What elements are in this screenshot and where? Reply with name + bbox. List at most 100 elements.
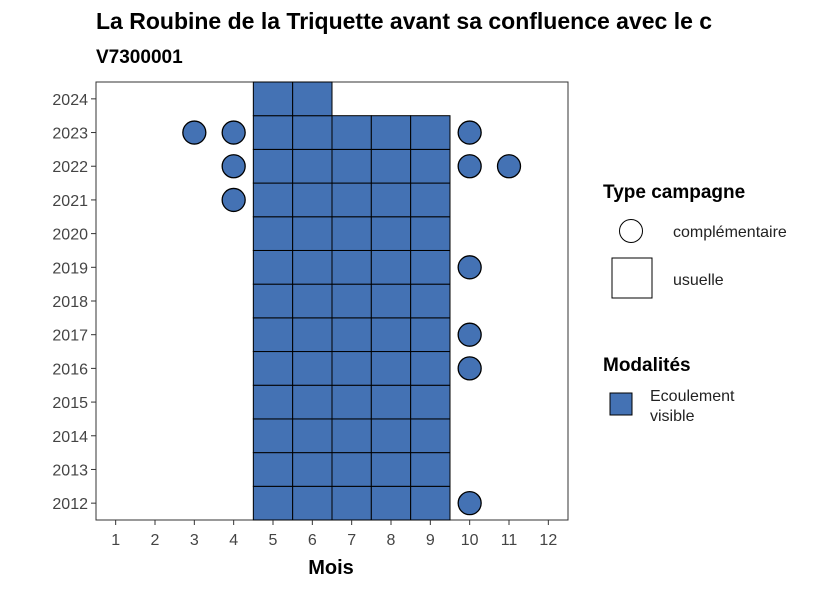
usuelle-square-2018-7 bbox=[331, 283, 372, 319]
usuelle-square-2016-7 bbox=[331, 351, 372, 386]
y-tick-label: 2024 bbox=[52, 92, 88, 109]
usuelle-square-2017-7 bbox=[331, 317, 372, 353]
y-tick-label: 2020 bbox=[52, 227, 88, 244]
chart-subtitle: V7300001 bbox=[96, 47, 183, 68]
legend-label-ecoulement: Ecoulement bbox=[650, 388, 735, 405]
x-tick-label: 12 bbox=[539, 532, 557, 549]
usuelle-square-2012-6 bbox=[292, 485, 333, 521]
usuelle-square-2019-7 bbox=[331, 249, 372, 285]
y-axis: 2012 2013 2014 2015 2016 2017 2018 2019 2020 2021… bbox=[52, 92, 96, 513]
legend-label-usuelle: usuelle bbox=[673, 272, 724, 289]
usuelle-square-2016-9 bbox=[410, 351, 451, 386]
x-tick-label: 8 bbox=[387, 532, 396, 549]
usuelle-square-2022-9 bbox=[410, 148, 451, 184]
usuelle-square-2020-8 bbox=[370, 216, 412, 251]
usuelle-square-2018-5 bbox=[252, 283, 294, 319]
x-tick-label: 6 bbox=[308, 532, 317, 549]
usuelle-square-2016-6 bbox=[292, 351, 333, 386]
usuelle-square-2012-9 bbox=[410, 485, 451, 521]
complementaire-point-2022-10 bbox=[457, 154, 482, 179]
usuelle-square-2016-5 bbox=[252, 351, 294, 386]
x-tick-label: 9 bbox=[426, 532, 435, 549]
usuelle-square-2023-7 bbox=[331, 115, 372, 150]
y-tick-label: 2021 bbox=[52, 193, 88, 210]
legend-square-swatch bbox=[611, 257, 653, 299]
usuelle-square-2013-5 bbox=[252, 452, 294, 487]
x-axis: 1 2 3 4 5 6 7 8 9 10 11 12 bbox=[111, 520, 557, 549]
y-tick-label: 2012 bbox=[52, 496, 88, 513]
complementaire-point-2022-11 bbox=[496, 154, 522, 179]
usuelle-square-2015-5 bbox=[252, 384, 294, 420]
usuelle-square-2016-8 bbox=[370, 351, 412, 386]
usuelle-square-2021-5 bbox=[252, 182, 294, 218]
y-tick-label: 2018 bbox=[52, 294, 88, 311]
usuelle-square-2024-5 bbox=[252, 81, 294, 117]
usuelle-square-2021-9 bbox=[410, 182, 451, 218]
y-tick-label: 2022 bbox=[52, 159, 88, 176]
usuelle-square-2019-6 bbox=[292, 249, 333, 285]
legend-type-title: Type campagne bbox=[603, 182, 745, 203]
usuelle-square-2012-8 bbox=[370, 485, 412, 521]
usuelle-square-2022-7 bbox=[331, 148, 372, 184]
legend-fill-swatch bbox=[609, 392, 633, 416]
usuelle-square-2018-8 bbox=[370, 283, 412, 319]
usuelle-square-2021-7 bbox=[331, 182, 372, 218]
x-tick-label: 7 bbox=[347, 532, 356, 549]
y-tick-label: 2014 bbox=[52, 429, 88, 446]
y-tick-label: 2019 bbox=[52, 260, 88, 277]
y-tick-label: 2017 bbox=[52, 328, 88, 345]
x-tick-label: 11 bbox=[501, 532, 518, 549]
x-axis-title: Mois bbox=[308, 557, 354, 579]
complementaire-point-2022-4 bbox=[221, 154, 246, 179]
usuelle-square-2013-7 bbox=[331, 452, 372, 487]
complementaire-point-2023-4 bbox=[221, 120, 246, 145]
usuelle-square-2020-7 bbox=[331, 216, 372, 251]
complementaire-point-2023-3 bbox=[182, 120, 207, 145]
complementaire-point-2016-10 bbox=[457, 356, 482, 381]
usuelle-square-2014-7 bbox=[331, 418, 372, 454]
usuelle-square-2014-8 bbox=[370, 418, 412, 454]
usuelle-square-2014-5 bbox=[252, 418, 294, 454]
usuelle-square-2013-8 bbox=[370, 452, 412, 487]
usuelle-square-2020-5 bbox=[252, 216, 294, 251]
legend-label-complementaire: complémentaire bbox=[673, 224, 787, 241]
usuelle-square-2013-9 bbox=[410, 452, 451, 487]
complementaire-point-2012-10 bbox=[457, 491, 482, 516]
usuelle-square-2024-6 bbox=[292, 81, 333, 117]
usuelle-square-2017-9 bbox=[410, 317, 451, 353]
usuelle-square-2023-5 bbox=[252, 115, 294, 150]
usuelle-square-2015-8 bbox=[370, 384, 412, 420]
usuelle-square-2021-8 bbox=[370, 182, 412, 218]
usuelle-square-2012-7 bbox=[331, 485, 372, 521]
usuelle-square-2022-6 bbox=[292, 148, 333, 184]
usuelle-square-2013-6 bbox=[292, 452, 333, 487]
usuelle-square-2014-9 bbox=[410, 418, 451, 454]
x-tick-label: 3 bbox=[190, 532, 199, 549]
usuelle-square-2017-8 bbox=[370, 317, 412, 353]
legend-label-visible: visible bbox=[650, 408, 695, 425]
complementaire-point-2021-4 bbox=[221, 187, 246, 213]
usuelle-square-2017-6 bbox=[292, 317, 333, 353]
complementaire-point-2019-10 bbox=[457, 255, 482, 280]
usuelle-square-2020-6 bbox=[292, 216, 333, 251]
complementaire-point-2023-10 bbox=[457, 120, 482, 145]
x-tick-label: 10 bbox=[461, 532, 479, 549]
legend-modalites-title: Modalités bbox=[603, 355, 691, 376]
usuelle-square-2014-6 bbox=[292, 418, 333, 454]
usuelle-square-2012-5 bbox=[252, 485, 294, 521]
usuelle-square-2023-8 bbox=[370, 115, 412, 150]
usuelle-square-2022-5 bbox=[252, 148, 294, 184]
usuelle-square-2023-6 bbox=[292, 115, 333, 150]
x-tick-label: 1 bbox=[111, 532, 120, 549]
y-tick-label: 2023 bbox=[52, 126, 88, 143]
x-tick-label: 5 bbox=[269, 532, 278, 549]
usuelle-square-2015-6 bbox=[292, 384, 333, 420]
y-tick-label: 2016 bbox=[52, 361, 88, 378]
usuelle-square-2023-9 bbox=[410, 115, 451, 150]
legend-circle-swatch bbox=[619, 219, 643, 243]
legend: Type campagne complémentaire usuelle Mod… bbox=[603, 182, 787, 425]
usuelle-square-2022-8 bbox=[370, 148, 412, 184]
usuelle-square-2018-9 bbox=[410, 283, 451, 319]
usuelle-square-2018-6 bbox=[292, 283, 333, 319]
